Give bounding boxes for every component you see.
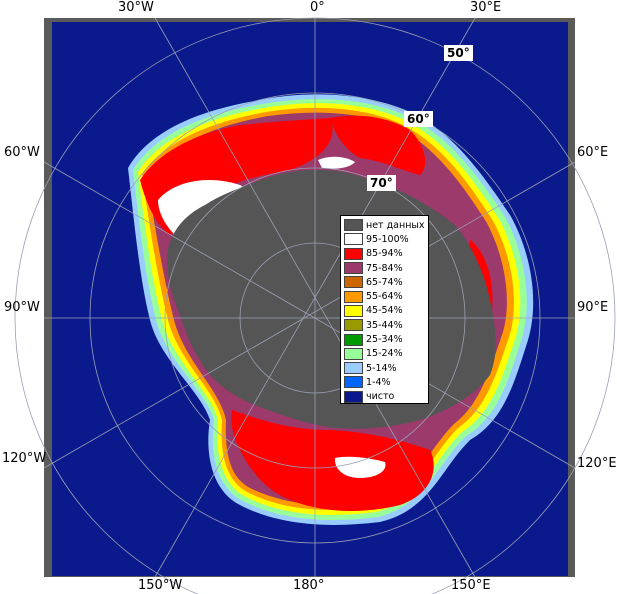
legend-item: 95-100% [341, 232, 428, 246]
legend-item: 15-24% [341, 347, 428, 361]
lon-label-90e: 90°E [577, 300, 609, 315]
legend-item: 1-4% [341, 375, 428, 389]
legend-swatch [344, 376, 363, 389]
legend-swatch [344, 362, 363, 375]
legend-label: 55-64% [366, 291, 403, 303]
legend-label: 65-74% [366, 276, 403, 288]
legend-swatch [344, 276, 363, 289]
lon-label-30e: 30°E [470, 0, 502, 15]
lon-label-60w: 60°W [4, 145, 40, 160]
legend-item: 45-54% [341, 304, 428, 318]
legend-item: чисто [341, 390, 428, 404]
legend-label: 15-24% [366, 348, 403, 360]
legend-item: 75-84% [341, 261, 428, 275]
legend-swatch [344, 247, 363, 260]
legend-swatch [344, 290, 363, 303]
ice-band-red-south [231, 410, 434, 512]
lon-label-0: 0° [310, 0, 325, 15]
legend-label: 25-34% [366, 334, 403, 346]
legend-item: 55-64% [341, 289, 428, 303]
legend-swatch [344, 390, 363, 403]
lat-label-60: 60° [404, 111, 433, 127]
lat-label-70: 70° [367, 175, 396, 191]
lon-label-180: 180° [293, 578, 325, 593]
legend-swatch [344, 219, 363, 232]
legend-item: 25-34% [341, 332, 428, 346]
lon-label-60e: 60°E [577, 145, 609, 160]
legend-label: чисто [366, 391, 395, 403]
legend-swatch [344, 262, 363, 275]
ice-full-north [318, 156, 355, 169]
lon-label-150w: 150°W [138, 578, 183, 593]
legend-item: 65-74% [341, 275, 428, 289]
legend-swatch [344, 233, 363, 246]
ice-band-red-north [330, 115, 426, 175]
ice-full-ross [334, 456, 386, 478]
legend-swatch [344, 304, 363, 317]
lat-label-50: 50° [444, 45, 473, 61]
legend-label: 35-44% [366, 319, 403, 331]
legend-label: 45-54% [366, 305, 403, 317]
legend-label: 85-94% [366, 248, 403, 260]
legend-swatch [344, 347, 363, 360]
legend-label: нет данных [366, 219, 425, 231]
concentration-legend: нет данных 95-100% 85-94% 75-84% 65-74% 55-64… [340, 215, 429, 404]
lon-label-150e: 150°E [451, 578, 491, 593]
lon-label-90w: 90°W [4, 300, 40, 315]
legend-label: 95-100% [366, 233, 409, 245]
legend-item: 35-44% [341, 318, 428, 332]
lon-label-30w: 30°W [118, 0, 154, 15]
legend-item: нет данных [341, 218, 428, 232]
legend-swatch [344, 319, 363, 332]
legend-label: 1-4% [366, 376, 391, 388]
lon-label-120w: 120°W [2, 451, 47, 466]
meridian-60E-120W [43, 161, 576, 469]
legend-label: 5-14% [366, 362, 397, 374]
legend-item: 5-14% [341, 361, 428, 375]
sea-ice-field [128, 94, 534, 525]
legend-item: 85-94% [341, 247, 428, 261]
legend-swatch [344, 333, 363, 346]
legend-label: 75-84% [366, 262, 403, 274]
lon-label-120e: 120°E [577, 456, 617, 471]
